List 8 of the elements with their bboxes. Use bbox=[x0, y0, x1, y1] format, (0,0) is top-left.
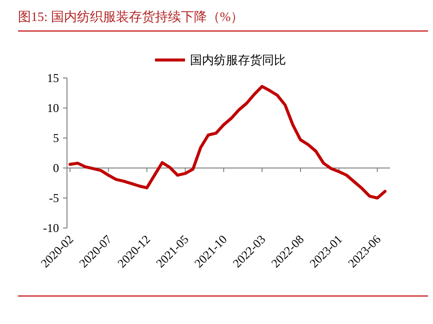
y-tick-label: 0 bbox=[53, 161, 59, 175]
y-tick-label: -5 bbox=[49, 191, 59, 205]
y-tick-label: 15 bbox=[47, 71, 59, 85]
legend-label: 国内纺服存货同比 bbox=[190, 53, 286, 67]
y-tick-label: 10 bbox=[47, 101, 59, 115]
y-tick-label: 5 bbox=[53, 131, 59, 145]
y-tick-label: -10 bbox=[43, 221, 59, 235]
chart-title: 图15: 国内纺织服装存货持续下降（%） bbox=[18, 9, 244, 24]
